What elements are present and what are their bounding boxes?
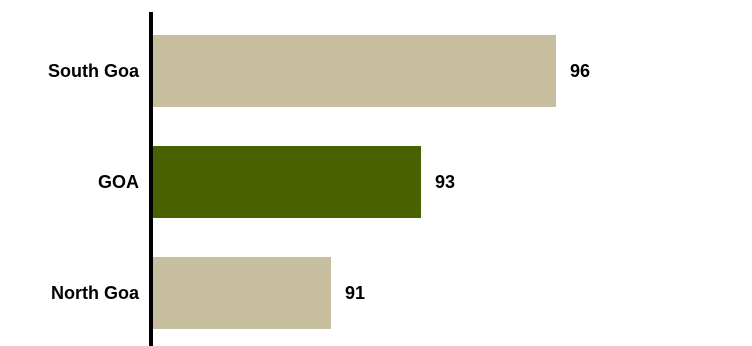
bars-group bbox=[151, 35, 556, 329]
category-label-goa: GOA bbox=[98, 172, 139, 192]
category-labels-group: South Goa GOA North Goa bbox=[48, 61, 140, 303]
bar-north-goa bbox=[151, 257, 331, 329]
value-label-south-goa: 96 bbox=[570, 61, 590, 81]
category-label-south-goa: South Goa bbox=[48, 61, 140, 81]
bar-goa bbox=[151, 146, 421, 218]
value-labels-group: 96 93 91 bbox=[345, 61, 590, 303]
bar-south-goa bbox=[151, 35, 556, 107]
value-label-goa: 93 bbox=[435, 172, 455, 192]
value-label-north-goa: 91 bbox=[345, 283, 365, 303]
category-label-north-goa: North Goa bbox=[51, 283, 140, 303]
